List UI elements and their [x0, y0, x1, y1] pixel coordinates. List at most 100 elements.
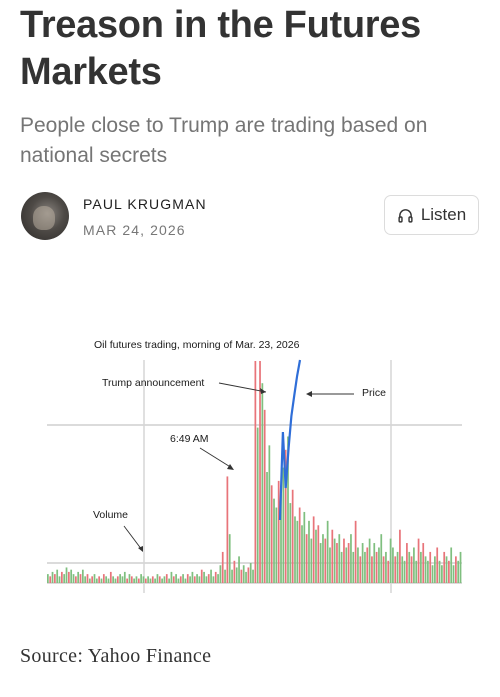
volume-bar	[186, 574, 189, 583]
arrow-trump	[218, 382, 267, 393]
volume-bar	[284, 449, 287, 583]
volume-bar	[298, 507, 301, 583]
volume-bar	[333, 538, 336, 583]
volume-bar	[144, 578, 147, 583]
volume-bar	[259, 361, 261, 583]
volume-bar	[303, 511, 306, 583]
volume-bar	[126, 578, 128, 583]
volume-bar	[422, 543, 425, 583]
arrowhead	[306, 391, 312, 397]
volume-bar	[305, 534, 308, 583]
volume-bar	[102, 574, 105, 583]
listen-button[interactable]: Listen	[384, 195, 479, 235]
volume-bar	[51, 571, 54, 583]
volume-bar	[315, 529, 317, 583]
volume-bar	[417, 538, 420, 583]
volume-bar	[338, 534, 341, 583]
volume-bar	[182, 574, 184, 583]
author-avatar[interactable]	[21, 192, 69, 240]
arrowhead	[138, 546, 143, 552]
author-name[interactable]: PAUL KRUGMAN	[83, 196, 207, 212]
volume-bar	[86, 574, 89, 583]
volume-bar	[149, 578, 152, 583]
volume-bar	[112, 576, 115, 583]
volume-bar	[219, 565, 222, 583]
volume-bar	[401, 556, 404, 583]
arrowhead	[260, 388, 266, 394]
volume-bar	[282, 467, 285, 583]
volume-bar	[459, 551, 462, 583]
volume-bar	[81, 569, 84, 583]
volume-bar	[158, 576, 161, 583]
volume-bar	[310, 538, 313, 583]
volume-bar	[277, 480, 280, 583]
volume-bar	[137, 578, 140, 583]
volume-bar	[151, 576, 154, 583]
volume-bar	[408, 551, 411, 583]
volume-bar	[308, 520, 310, 583]
article-title: Treason in the Futures Markets	[20, 4, 421, 93]
volume-bar	[275, 507, 278, 583]
volume-bar	[49, 576, 52, 583]
volume-bar	[119, 574, 122, 583]
volume-bar	[172, 576, 175, 583]
volume-bar	[95, 578, 98, 583]
volume-bar	[375, 551, 378, 583]
volume-bar	[345, 547, 348, 583]
volume-bar	[289, 503, 292, 583]
volume-bar	[163, 576, 166, 583]
volume-bar	[88, 578, 91, 583]
volume-bar	[116, 576, 119, 583]
volume-bar	[254, 361, 257, 583]
oil-futures-chart: Oil futures trading, morning of Mar. 23,…	[47, 339, 462, 593]
volume-bar	[387, 560, 390, 583]
volume-bar	[65, 567, 68, 583]
volume-bar	[263, 409, 266, 583]
volume-bar	[98, 576, 101, 583]
volume-bar	[319, 543, 322, 583]
volume-bar	[441, 565, 443, 583]
volume-bar	[347, 543, 350, 583]
volume-bar	[193, 576, 196, 583]
volume-bar	[114, 578, 117, 583]
article-subtitle: People close to Trump are trading based …	[20, 114, 428, 167]
annotation-time: 6:49 AM	[170, 433, 209, 445]
volume-bar	[240, 569, 243, 583]
volume-bar	[322, 534, 324, 583]
volume-bar	[228, 534, 231, 583]
volume-bar	[198, 576, 201, 583]
volume-bar	[79, 574, 82, 583]
volume-bar	[207, 574, 210, 583]
volume-bar	[268, 445, 271, 583]
annotation-trump: Trump announcement	[102, 377, 204, 389]
volume-bar	[359, 556, 362, 583]
volume-bar	[420, 551, 422, 583]
volume-bar	[399, 529, 401, 583]
volume-bar	[63, 574, 66, 583]
volume-bar	[317, 525, 320, 583]
volume-bar	[266, 472, 268, 583]
volume-bar	[354, 520, 357, 583]
volume-bar	[312, 516, 315, 583]
volume-bar	[154, 578, 156, 583]
volume-bar	[249, 563, 252, 583]
volume-bar	[130, 576, 133, 583]
volume-bar	[415, 560, 418, 583]
listen-label: Listen	[420, 205, 467, 224]
volume-bar	[343, 538, 345, 583]
volume-bar	[205, 576, 208, 583]
volume-bar	[429, 551, 432, 583]
annotation-volume: Volume	[93, 509, 128, 521]
volume-bar	[74, 576, 77, 583]
volume-bar	[336, 543, 338, 583]
volume-bar	[107, 578, 110, 583]
volume-bar	[270, 485, 273, 583]
volume-bar	[100, 578, 103, 583]
volume-bar	[135, 576, 138, 583]
volume-bar	[436, 547, 439, 583]
volume-bar	[165, 574, 168, 583]
volume-bar	[142, 576, 145, 583]
headphones-icon	[398, 208, 413, 223]
volume-bar	[128, 574, 131, 583]
volume-bar	[450, 547, 453, 583]
